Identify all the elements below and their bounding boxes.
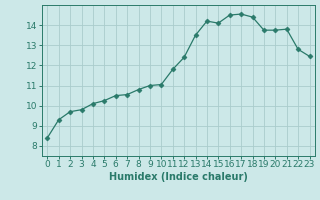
X-axis label: Humidex (Indice chaleur): Humidex (Indice chaleur) <box>109 172 248 182</box>
